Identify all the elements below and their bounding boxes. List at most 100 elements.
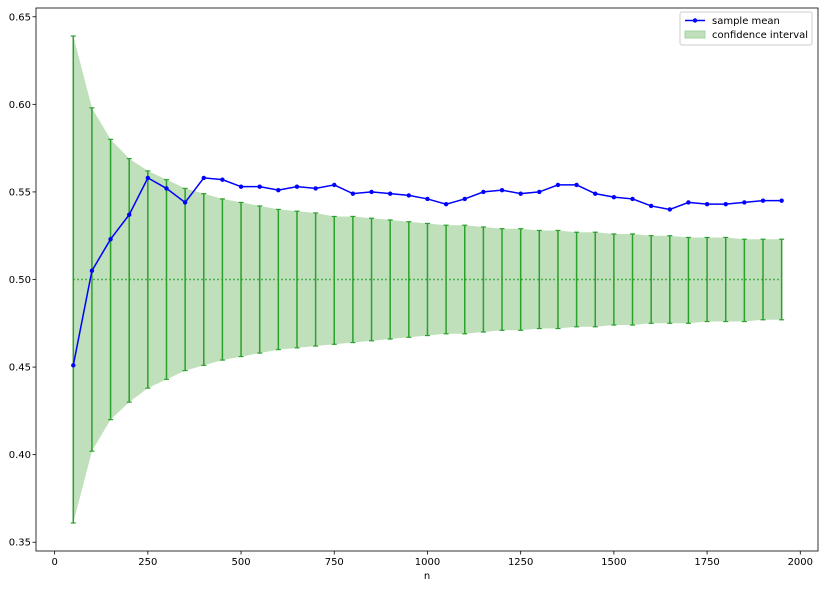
x-tick-label: 500 xyxy=(232,557,251,568)
sample-mean-point xyxy=(518,191,523,196)
error-bar xyxy=(406,221,412,338)
y-tick-label: 0.65 xyxy=(9,12,31,23)
sample-mean-point xyxy=(574,182,579,188)
error-bar xyxy=(387,219,393,340)
sample-mean-point xyxy=(630,196,635,202)
sample-mean-point xyxy=(462,196,467,202)
error-bar xyxy=(685,236,691,324)
x-tick-label: 1500 xyxy=(601,557,626,568)
error-bar xyxy=(630,233,636,326)
x-tick-label: 1000 xyxy=(415,557,440,568)
error-bar xyxy=(480,226,486,333)
x-tick-label: 750 xyxy=(325,557,344,568)
sample-mean-point xyxy=(350,191,356,196)
error-bar xyxy=(275,208,281,351)
sample-mean-point xyxy=(611,194,617,200)
error-bar xyxy=(238,201,244,358)
error-bar xyxy=(536,229,542,330)
sample-mean-point xyxy=(71,363,76,368)
y-tick-label: 0.60 xyxy=(9,100,31,111)
chart-marks xyxy=(70,35,785,524)
sample-mean-point xyxy=(89,268,95,273)
error-bar xyxy=(723,236,729,323)
error-bar xyxy=(219,198,225,361)
error-bar xyxy=(424,222,430,337)
sample-mean-point xyxy=(593,191,598,196)
error-bar xyxy=(592,231,598,328)
error-bar xyxy=(611,233,617,326)
sample-mean-point xyxy=(257,184,262,189)
error-bar xyxy=(294,210,300,349)
sample-mean-point xyxy=(164,186,169,191)
sample-mean-point xyxy=(182,200,188,205)
legend-confidence-interval-label: confidence interval xyxy=(712,30,808,41)
y-tick-label: 0.40 xyxy=(9,450,31,461)
error-bar xyxy=(201,193,207,366)
legend-sample-mean-marker xyxy=(692,18,698,23)
sample-mean-point xyxy=(779,198,784,203)
x-tick-label: 0 xyxy=(51,557,57,568)
error-bar xyxy=(108,138,114,421)
error-bar xyxy=(462,224,468,335)
error-bar xyxy=(313,212,319,347)
sample-mean-point xyxy=(425,196,430,202)
error-bar xyxy=(499,228,505,331)
sample-mean-point xyxy=(499,187,505,193)
error-bar xyxy=(704,236,710,323)
error-bar xyxy=(443,224,449,335)
error-bar xyxy=(518,228,524,331)
sample-mean-point xyxy=(555,182,561,188)
sample-mean-point xyxy=(686,200,691,205)
error-bar xyxy=(257,205,263,354)
sample-mean-point xyxy=(313,186,318,191)
sample-mean-point xyxy=(704,201,710,207)
error-bar xyxy=(89,107,95,452)
sample-mean-point xyxy=(201,175,206,181)
y-tick-label: 0.55 xyxy=(9,187,31,198)
error-bar xyxy=(555,229,561,330)
x-axis-label: n xyxy=(424,571,430,582)
axis-ticks: 0 250 500 750 1000 1250 1500 1750 2000 0.35 0.40 0.… xyxy=(9,12,813,568)
legend: sample mean confidence interval xyxy=(679,11,813,46)
y-tick-label: 0.45 xyxy=(9,363,31,374)
sample-mean-point xyxy=(742,200,747,205)
sample-mean-point xyxy=(537,189,542,195)
error-bar xyxy=(648,235,654,324)
sample-mean-point xyxy=(667,207,673,212)
error-bar xyxy=(126,158,132,403)
error-bar xyxy=(331,215,337,345)
sample-mean-point xyxy=(238,184,244,189)
error-bar xyxy=(574,231,580,328)
error-bar xyxy=(70,35,76,524)
x-tick-label: 1250 xyxy=(508,557,533,568)
sample-mean-point xyxy=(760,198,766,203)
x-tick-label: 1750 xyxy=(694,557,719,568)
sample-mean-point xyxy=(443,201,449,207)
y-tick-label: 0.35 xyxy=(9,538,31,549)
error-bar xyxy=(760,238,766,321)
sample-mean-point xyxy=(108,237,113,242)
sample-mean-point xyxy=(145,175,151,181)
sample-mean-point xyxy=(276,187,281,193)
sample-mean-point xyxy=(387,191,393,196)
sample-mean-point xyxy=(332,182,337,188)
error-bar xyxy=(145,170,151,389)
sample-mean-point xyxy=(127,212,132,217)
error-bar xyxy=(369,217,375,342)
error-bar xyxy=(741,238,747,323)
legend-sample-mean-label: sample mean xyxy=(712,16,780,27)
sample-mean-point xyxy=(723,201,728,207)
legend-box xyxy=(679,11,813,46)
sample-mean-point xyxy=(369,189,374,195)
sample-mean-point xyxy=(294,184,300,189)
error-bar xyxy=(667,235,673,324)
error-bar xyxy=(182,187,188,372)
sample-mean-point xyxy=(481,189,486,195)
legend-confidence-interval-patch xyxy=(684,30,706,39)
sample-mean-point xyxy=(648,203,654,209)
error-bar xyxy=(350,215,356,344)
error-bar xyxy=(163,179,169,380)
sample-mean-point xyxy=(406,193,412,198)
error-bar xyxy=(779,238,785,321)
